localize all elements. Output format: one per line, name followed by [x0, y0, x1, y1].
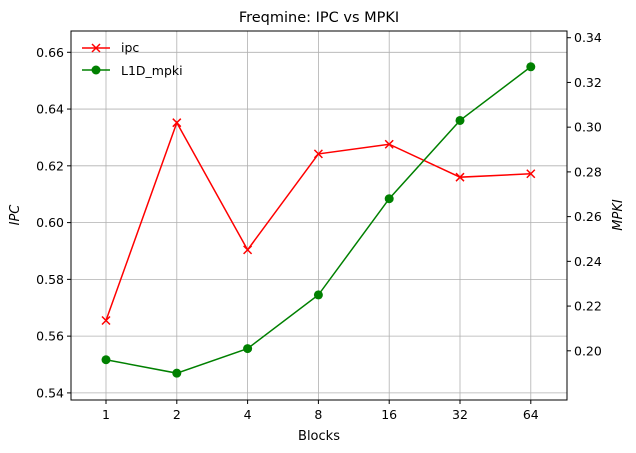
x-tick-label: 16	[381, 407, 397, 422]
grid	[71, 31, 567, 400]
x-tick-label: 8	[314, 407, 322, 422]
data-point-ipc	[101, 315, 111, 326]
data-point-ipc	[455, 172, 465, 182]
y-tick-label-right: 0.34	[574, 30, 602, 45]
x-tick-label: 32	[452, 407, 468, 422]
chart-title: Freqmine: IPC vs MPKI	[239, 10, 399, 26]
data-point-l1d-mpki	[101, 355, 111, 365]
legend-entry-ipc: ipc	[82, 40, 139, 55]
y-tick-label-right: 0.20	[574, 343, 602, 358]
data-point-l1d-mpki	[455, 115, 465, 125]
data-point-ipc	[313, 149, 323, 159]
data-point-ipc	[526, 169, 536, 179]
y-tick-label-right: 0.32	[574, 75, 602, 90]
y-tick-label-left: 0.66	[36, 45, 64, 60]
x-tick-label: 4	[244, 407, 252, 422]
series-layer	[101, 62, 536, 378]
ticks: 1 2 4 8 16 32 64 0.54 0.56 0.58 0.60 0.62 0.64 0.66 0.…	[36, 30, 602, 422]
y-tick-label-left: 0.58	[36, 272, 64, 287]
x-axis-label: Blocks	[298, 429, 340, 444]
y-tick-label-left: 0.64	[36, 102, 64, 117]
legend-label-ipc: ipc	[121, 40, 139, 55]
y-tick-label-left: 0.56	[36, 329, 64, 344]
y-tick-label-right: 0.22	[574, 299, 602, 314]
data-point-ipc	[384, 139, 394, 149]
data-point-l1d-mpki	[313, 290, 323, 300]
y-tick-label-right: 0.26	[574, 209, 602, 224]
y-tick-label-left: 0.62	[36, 158, 64, 173]
data-point-l1d-mpki	[172, 368, 182, 378]
legend-label-l1d-mpki: L1D_mpki	[121, 63, 183, 78]
y-tick-label-right: 0.30	[574, 120, 602, 135]
legend: ipc L1D_mpki	[82, 40, 183, 78]
x-tick-label: 1	[102, 407, 110, 422]
plot-frame	[70, 30, 568, 401]
y-axis-label-left: IPC	[8, 204, 23, 226]
data-point-l1d-mpki	[384, 194, 394, 204]
data-point-l1d-mpki	[526, 62, 536, 72]
x-tick-label: 64	[523, 407, 539, 422]
y-tick-label-left: 0.54	[36, 385, 64, 400]
y-tick-label-right: 0.24	[574, 254, 602, 269]
y-tick-label-left: 0.60	[36, 215, 64, 230]
legend-entry-l1d-mpki: L1D_mpki	[82, 63, 183, 78]
data-point-ipc	[243, 245, 253, 255]
data-point-ipc	[172, 118, 182, 128]
x-tick-label: 2	[173, 407, 181, 422]
y-tick-label-right: 0.28	[574, 164, 602, 179]
data-point-l1d-mpki	[243, 344, 253, 354]
y-axis-label-right: MPKI	[611, 199, 626, 231]
